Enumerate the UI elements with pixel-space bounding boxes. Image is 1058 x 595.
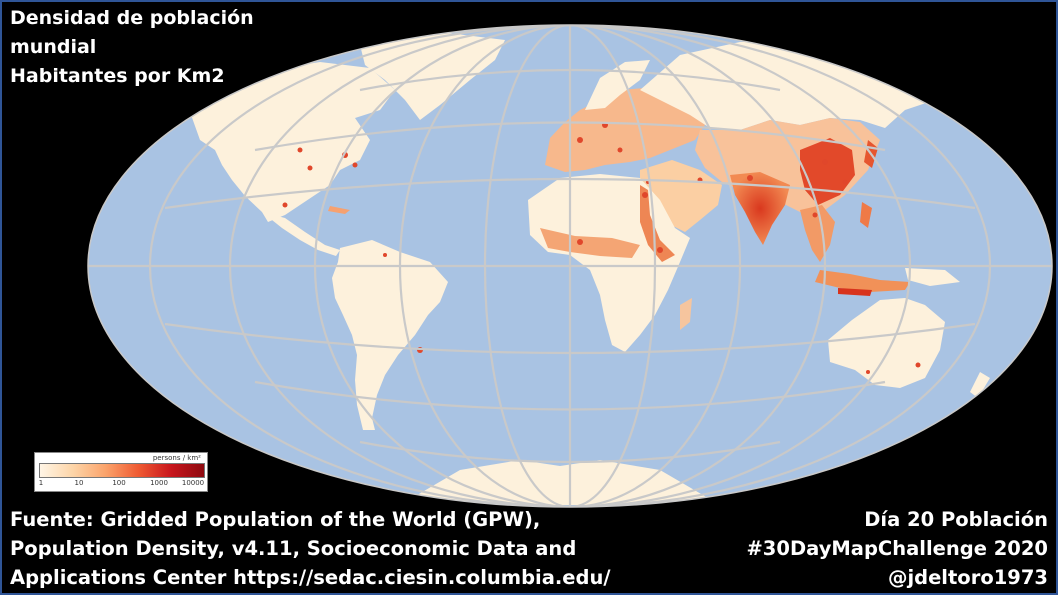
legend-tick-label: 1 bbox=[38, 479, 44, 487]
source-line-3: Applications Center https://sedac.ciesin… bbox=[10, 566, 611, 589]
land-indonesia bbox=[815, 270, 910, 292]
legend-tick-label: 100 bbox=[112, 479, 126, 487]
legend-unit: persons / km² bbox=[152, 454, 201, 462]
challenge-credit: Día 20 Población #30DayMapChallenge 2020… bbox=[746, 505, 1048, 592]
globe-outline bbox=[87, 24, 1053, 508]
title-line-2: mundial bbox=[10, 36, 97, 58]
land-madagascar bbox=[680, 298, 692, 330]
land-java bbox=[838, 288, 872, 296]
land-east-africa-dense bbox=[640, 185, 675, 262]
source-line-2: Population Density, v4.11, Socioeconomic… bbox=[10, 537, 577, 560]
legend-tick-label: 10000 bbox=[181, 479, 205, 487]
land-india bbox=[730, 172, 790, 245]
land-china-dense bbox=[800, 138, 855, 205]
credit-line-1: Día 20 Población bbox=[864, 508, 1048, 531]
title-line-1: Densidad de población bbox=[10, 7, 254, 29]
legend-tick-label: 1000 bbox=[150, 479, 168, 487]
land-caribbean bbox=[328, 206, 350, 214]
land-southeast-asia bbox=[800, 205, 835, 262]
legend-tick-label: 10 bbox=[74, 479, 84, 487]
land-west-africa-dense bbox=[540, 228, 640, 258]
source-credit: Fuente: Gridded Population of the World … bbox=[10, 505, 610, 592]
land-south-america bbox=[332, 240, 448, 430]
title-line-3: Habitantes por Km2 bbox=[10, 65, 225, 87]
land-greenland bbox=[360, 32, 505, 120]
land-europe bbox=[545, 88, 705, 172]
density-legend: persons / km² 1 10 100 1000 10000 bbox=[34, 452, 208, 492]
source-line-1: Fuente: Gridded Population of the World … bbox=[10, 508, 541, 531]
graticule bbox=[88, 25, 1052, 507]
land-new-zealand bbox=[970, 372, 990, 398]
map-title: Densidad de población mundial Habitantes… bbox=[10, 4, 254, 91]
credit-line-2: #30DayMapChallenge 2020 bbox=[746, 537, 1048, 560]
legend-color-ramp bbox=[39, 463, 205, 478]
land-new-guinea bbox=[905, 268, 960, 286]
land-central-america bbox=[262, 212, 340, 256]
land-philippines bbox=[860, 202, 872, 228]
credit-line-3: @jdeltoro1973 bbox=[887, 566, 1048, 589]
land-north-america bbox=[190, 62, 395, 222]
